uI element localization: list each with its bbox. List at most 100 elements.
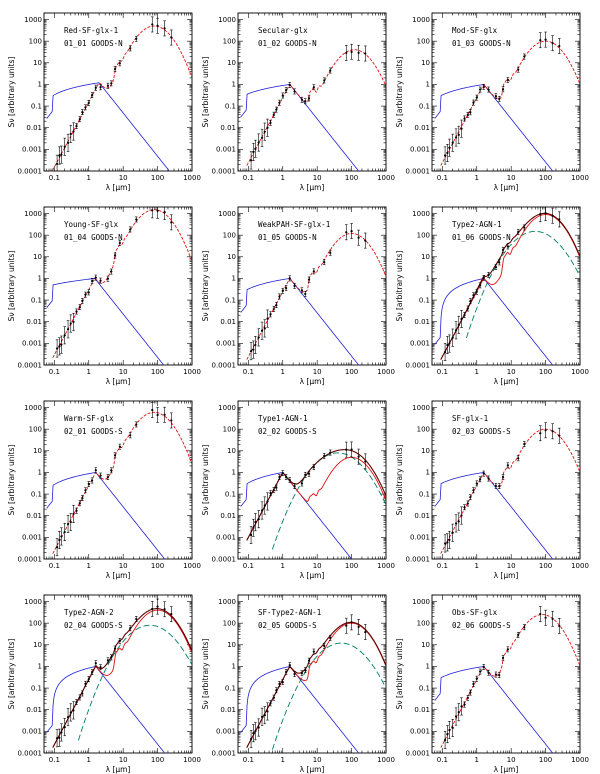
x-tick-label: 1 <box>281 756 285 764</box>
y-tick-label: 0.1 <box>225 490 236 498</box>
panel-plot-area <box>240 223 386 365</box>
data-point <box>329 451 332 454</box>
panel-frame <box>431 400 581 560</box>
data-point <box>506 78 509 82</box>
data-point <box>446 733 449 736</box>
data-point <box>466 696 469 699</box>
data-point <box>278 475 281 479</box>
data-point <box>269 702 272 705</box>
data-point <box>501 475 505 479</box>
y-tick-label: 0.1 <box>419 296 430 304</box>
data-point <box>523 626 526 629</box>
data-point <box>329 636 332 639</box>
data-point <box>72 512 75 516</box>
data-point <box>72 130 75 133</box>
data-point <box>249 350 253 353</box>
total-model-line <box>246 449 386 541</box>
data-point <box>451 531 454 534</box>
y-tick-label: 0.01 <box>220 512 236 520</box>
data-point <box>275 304 278 307</box>
sed-model-line <box>440 614 580 748</box>
total-model-line <box>246 621 386 748</box>
y-tick-label: 1000 <box>412 210 430 218</box>
data-point <box>257 518 260 521</box>
data-point <box>293 284 296 287</box>
agn-component-line <box>77 624 192 741</box>
panel-title: Type2-AGN-1 <box>452 220 502 229</box>
y-tick-label: 0.001 <box>22 728 42 736</box>
x-tick-label: 10 <box>507 174 516 182</box>
data-point <box>300 289 304 292</box>
panel-subtitle: 02_03 GOODS-S <box>452 427 511 436</box>
y-tick-label: 10 <box>421 59 430 67</box>
panel-frame <box>43 206 193 366</box>
data-point <box>99 279 102 282</box>
y-tick-label: 1000 <box>218 210 236 218</box>
data-point <box>364 239 367 242</box>
sed-model-line <box>440 428 580 554</box>
x-tick-label: 100 <box>539 368 552 376</box>
data-point <box>91 93 94 97</box>
panel-12: 0.1 1 10 100 1000 0.0001 0.001 0.01 0.1 1 10 100 100… <box>395 594 589 774</box>
data-point <box>443 738 447 742</box>
data-point <box>451 726 454 729</box>
y-tick-label: 0.0001 <box>18 555 43 563</box>
panel-plot-area <box>46 402 192 559</box>
data-point <box>281 289 284 292</box>
x-tick-label: 1000 <box>377 368 395 376</box>
data-point <box>446 343 449 347</box>
data-point <box>129 228 132 231</box>
y-tick-label: 1000 <box>218 404 236 412</box>
x-tick-label: 10 <box>119 174 128 182</box>
data-point <box>106 277 110 280</box>
y-tick-label: 0.0001 <box>406 749 431 757</box>
data-point <box>275 108 278 111</box>
data-point <box>269 492 272 495</box>
x-tick-label: 1 <box>475 756 479 764</box>
data-point <box>278 295 281 298</box>
data-point <box>304 669 307 672</box>
data-point <box>66 328 70 331</box>
data-point <box>257 726 260 729</box>
data-point <box>94 469 97 472</box>
panel-subtitle: 02_05 GOODS-S <box>258 621 317 630</box>
x-axis-label: λ [μm] <box>106 377 131 386</box>
y-tick-label: 1 <box>38 469 42 477</box>
x-tick-label: 1000 <box>571 368 589 376</box>
data-point <box>55 546 59 549</box>
data-point <box>558 44 561 48</box>
x-tick-label: 100 <box>151 174 164 182</box>
data-point <box>498 674 501 677</box>
data-point <box>469 496 472 499</box>
y-tick-label: 1000 <box>24 598 42 606</box>
x-tick-label: 1000 <box>571 756 589 764</box>
data-point <box>501 656 505 660</box>
data-point <box>457 133 460 136</box>
panel-subtitle: 02_02 GOODS-S <box>258 427 317 436</box>
y-tick-label: 0.0001 <box>406 361 431 369</box>
data-point <box>479 478 482 481</box>
panel-frame <box>43 594 193 754</box>
y-tick-label: 0.01 <box>26 512 42 520</box>
y-tick-label: 0.01 <box>414 706 430 714</box>
y-tick-label: 100 <box>223 425 236 433</box>
data-point <box>113 254 117 257</box>
data-point <box>113 67 117 71</box>
data-point <box>266 500 269 503</box>
data-point <box>479 88 482 91</box>
data-point <box>506 245 509 248</box>
panel-title: Warm-SF-glx <box>64 414 114 423</box>
data-point <box>113 647 117 650</box>
x-axis-label: λ [μm] <box>106 183 131 192</box>
panel-frame <box>237 12 387 172</box>
y-tick-label: 0.0001 <box>406 167 431 175</box>
stellar-template-line <box>240 666 360 753</box>
data-point <box>266 317 269 320</box>
x-tick-label: 100 <box>151 562 164 570</box>
panel-frame <box>43 12 193 172</box>
sed-model-line <box>246 49 386 166</box>
panel-title: SF-Type2-AGN-1 <box>258 608 321 617</box>
data-point <box>272 489 275 492</box>
panel-3: 0.1 1 10 100 1000 0.0001 0.001 0.01 0.1 1 10 100 100… <box>395 12 589 192</box>
data-point <box>523 226 526 229</box>
